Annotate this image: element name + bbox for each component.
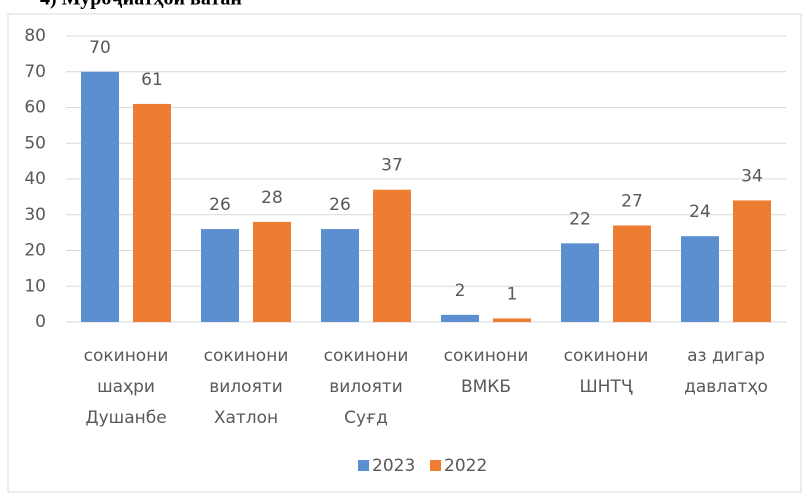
y-tick-label: 30	[24, 205, 46, 225]
bar	[613, 225, 651, 322]
y-tick-label: 0	[35, 312, 46, 332]
y-tick-label: 80	[24, 26, 46, 46]
x-tick-label: Хатлон	[214, 408, 278, 428]
x-tick-label: сокинони	[84, 346, 169, 366]
value-label: 34	[741, 166, 763, 186]
y-tick-label: 60	[24, 98, 46, 118]
x-tick-label: сокинони	[444, 346, 529, 366]
x-tick-label: Суғд	[344, 408, 388, 428]
x-tick-label: сокинони	[564, 346, 649, 366]
value-label: 70	[89, 38, 111, 58]
bar	[681, 236, 719, 322]
x-tick-label: давлатҳо	[684, 377, 768, 397]
x-tick-label: шаҳри	[97, 377, 155, 397]
value-label: 61	[141, 70, 163, 90]
x-tick-label: вилояти	[209, 377, 283, 397]
value-label: 1	[507, 284, 518, 304]
legend-swatch	[358, 460, 369, 471]
x-tick-label: сокинони	[204, 346, 289, 366]
y-tick-label: 50	[24, 133, 46, 153]
x-tick-label: сокинони	[324, 346, 409, 366]
legend-swatch	[430, 460, 441, 471]
x-tick-label: вилояти	[329, 377, 403, 397]
y-tick-label: 70	[24, 62, 46, 82]
value-label: 26	[329, 195, 351, 215]
x-tick-label: ВМКБ	[461, 377, 511, 397]
value-label: 2	[455, 281, 466, 301]
bar	[253, 221, 291, 322]
bar	[493, 318, 531, 322]
value-label: 37	[381, 156, 403, 176]
bar	[133, 103, 171, 322]
value-label: 24	[689, 202, 711, 222]
x-tick-label: Душанбе	[85, 408, 166, 428]
legend-label: 2023	[372, 456, 415, 476]
bar	[201, 229, 239, 322]
x-tick-label: аз дигар	[687, 346, 765, 366]
bar	[561, 243, 599, 322]
bar	[81, 71, 119, 322]
value-label: 27	[621, 191, 643, 211]
value-label: 26	[209, 195, 231, 215]
bar	[441, 314, 479, 322]
y-tick-label: 40	[24, 169, 46, 189]
chart-title: 4) Муроҷиатҳои ватан	[40, 0, 242, 10]
x-tick-label: ШНТҶ	[579, 377, 632, 397]
legend-label: 2022	[444, 456, 487, 476]
bar	[321, 229, 359, 322]
value-label: 22	[569, 209, 591, 229]
y-tick-label: 20	[24, 241, 46, 261]
y-tick-label: 10	[24, 276, 46, 296]
bar	[373, 189, 411, 322]
bar	[733, 200, 771, 322]
value-label: 28	[261, 188, 283, 208]
